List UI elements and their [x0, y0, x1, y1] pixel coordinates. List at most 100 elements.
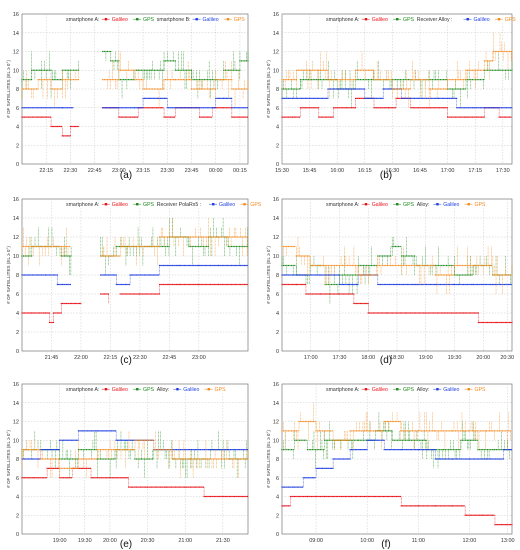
data-point — [169, 116, 172, 118]
data-point — [138, 439, 140, 441]
data-point — [404, 79, 406, 81]
data-point — [357, 449, 359, 451]
data-point — [448, 97, 450, 99]
data-point — [449, 116, 451, 118]
data-point — [107, 458, 110, 460]
data-point — [373, 79, 375, 81]
x-tick-label: 22:00 — [74, 355, 88, 361]
panel-caption: (b) — [380, 170, 392, 181]
data-point — [364, 264, 366, 267]
data-point — [369, 69, 371, 71]
data-point — [135, 293, 137, 295]
data-point — [427, 312, 429, 314]
data-point — [295, 495, 297, 498]
data-point — [77, 430, 80, 432]
data-point — [108, 50, 110, 53]
data-point — [361, 88, 363, 90]
data-point — [401, 505, 404, 507]
data-point — [285, 97, 287, 99]
data-point — [137, 245, 139, 248]
data-point — [432, 283, 434, 286]
y-axis-label: # OF SATELLITES (EL ≥ 0°) — [6, 60, 11, 118]
data-point — [154, 486, 156, 488]
data-point — [169, 486, 171, 488]
y-tick-label: 16 — [273, 197, 279, 203]
data-point — [178, 449, 180, 451]
data-point — [299, 486, 301, 488]
data-point — [153, 486, 155, 488]
data-point — [43, 458, 45, 460]
data-point — [43, 477, 45, 479]
data-point — [449, 283, 451, 286]
data-point — [35, 245, 37, 248]
data-point — [441, 79, 443, 81]
data-point — [410, 107, 412, 109]
data-point — [478, 283, 480, 286]
data-point — [219, 495, 221, 498]
data-point — [334, 264, 336, 267]
data-point — [319, 449, 321, 451]
data-point — [375, 274, 377, 276]
data-point — [57, 449, 59, 451]
data-point — [452, 312, 454, 314]
data-point — [209, 116, 211, 118]
data-point — [173, 107, 175, 109]
data-point — [165, 245, 167, 248]
data-point — [414, 97, 416, 99]
data-point — [304, 274, 306, 276]
data-point — [439, 264, 441, 267]
data-point — [450, 458, 452, 460]
data-point — [127, 245, 129, 248]
data-point — [421, 505, 423, 507]
data-point — [323, 439, 326, 441]
data-point — [46, 449, 48, 451]
data-point — [40, 69, 42, 71]
data-point — [335, 264, 337, 267]
data-point — [187, 107, 189, 109]
data-point — [209, 264, 212, 267]
data-point — [243, 236, 245, 238]
data-point — [145, 107, 147, 109]
data-point — [366, 79, 368, 81]
data-point — [144, 69, 146, 71]
x-tick-label: 21:45 — [45, 355, 59, 361]
data-point — [506, 116, 508, 118]
data-point — [464, 514, 466, 516]
data-point — [428, 505, 430, 507]
data-point — [444, 97, 446, 99]
data-point — [55, 449, 58, 451]
data-point — [181, 236, 183, 238]
data-point — [200, 264, 203, 267]
data-point — [432, 97, 434, 99]
data-point — [370, 495, 372, 498]
data-point — [307, 293, 310, 295]
data-point — [40, 107, 43, 109]
data-point — [508, 449, 510, 451]
data-point — [229, 97, 231, 99]
data-point — [29, 477, 31, 479]
data-point — [213, 495, 216, 498]
data-point — [404, 97, 407, 99]
data-point — [160, 264, 162, 267]
data-point — [439, 449, 441, 451]
data-point — [423, 97, 425, 99]
x-tick-label: 16:30 — [386, 168, 400, 174]
data-point — [320, 430, 322, 432]
data-point — [341, 293, 343, 295]
data-point — [476, 69, 478, 71]
data-point — [211, 449, 213, 451]
data-point — [53, 79, 55, 81]
data-point — [62, 255, 64, 257]
data-point — [134, 486, 136, 488]
data-point — [141, 107, 143, 109]
y-tick-label: 8 — [276, 87, 279, 93]
data-point — [232, 264, 234, 267]
data-point — [245, 107, 247, 109]
data-point — [82, 458, 84, 460]
data-point — [68, 69, 70, 71]
data-point — [26, 255, 28, 257]
data-point — [311, 420, 313, 423]
data-point — [406, 283, 408, 286]
data-point — [416, 107, 418, 109]
